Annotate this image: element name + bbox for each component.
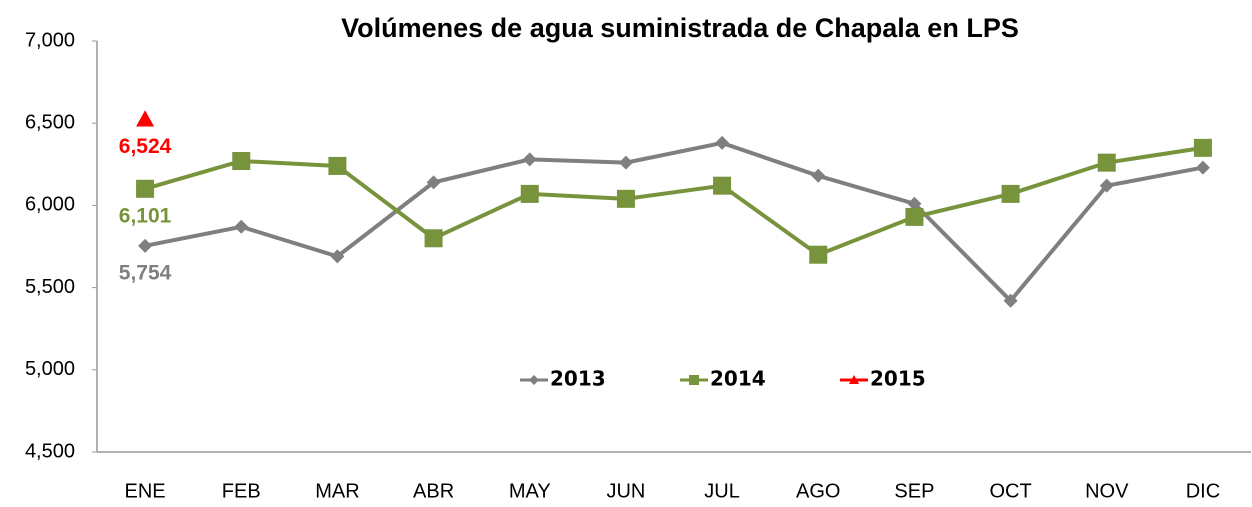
x-tick-label: FEB <box>222 480 261 502</box>
data-point <box>522 152 537 167</box>
data-point <box>1193 138 1212 157</box>
data-point <box>1003 293 1018 308</box>
x-tick-label: JUN <box>606 480 645 502</box>
data-point <box>809 245 828 264</box>
x-tick-label: ENE <box>125 480 166 502</box>
y-tick-label: 6,000 <box>25 194 75 216</box>
data-point <box>616 189 635 208</box>
x-tick-label: MAY <box>509 480 551 502</box>
data-point <box>907 196 922 211</box>
data-point <box>136 179 155 198</box>
x-tick-label: AGO <box>796 480 840 502</box>
y-tick-label: 6,500 <box>25 111 75 133</box>
x-tick-label: OCT <box>989 480 1031 502</box>
x-tick-label: NOV <box>1085 480 1129 502</box>
x-tick-label: SEP <box>894 480 934 502</box>
data-point <box>1099 178 1114 193</box>
data-point <box>715 135 730 150</box>
data-point <box>1097 153 1116 172</box>
data-label: 6,101 <box>119 204 172 227</box>
data-point <box>1001 184 1020 203</box>
data-label: 5,754 <box>119 261 172 284</box>
data-point <box>136 110 155 127</box>
series-line <box>144 140 1204 304</box>
data-point <box>138 238 153 253</box>
data-point <box>330 249 345 264</box>
x-tick-label: ABR <box>413 480 454 502</box>
series-line <box>144 145 1204 257</box>
y-tick-label: 7,000 <box>25 29 75 51</box>
data-point <box>520 184 539 203</box>
data-point <box>234 219 249 234</box>
x-tick-label: JUL <box>704 480 740 502</box>
data-point <box>1195 160 1210 175</box>
legend-marker <box>529 375 539 385</box>
x-tick-label: MAR <box>315 480 359 502</box>
legend-label: 2013 <box>550 367 606 391</box>
y-tick-label: 5,000 <box>25 358 75 380</box>
data-point <box>426 175 441 190</box>
y-tick-label: 5,500 <box>25 276 75 298</box>
legend-marker <box>689 375 699 385</box>
x-tick-label: DIC <box>1186 480 1220 502</box>
data-point <box>713 176 732 195</box>
y-tick-label: 4,500 <box>25 440 75 462</box>
data-point <box>811 168 826 183</box>
legend-label: 2014 <box>710 367 766 391</box>
data-point <box>905 207 924 226</box>
chart-title: Volúmenes de agua suministrada de Chapal… <box>341 13 1019 43</box>
data-point <box>232 152 251 171</box>
data-label: 6,524 <box>119 135 172 158</box>
data-point <box>424 229 443 248</box>
data-point <box>328 156 347 175</box>
legend-marker <box>849 375 859 384</box>
legend-label: 2015 <box>870 367 926 391</box>
data-point <box>618 155 633 170</box>
